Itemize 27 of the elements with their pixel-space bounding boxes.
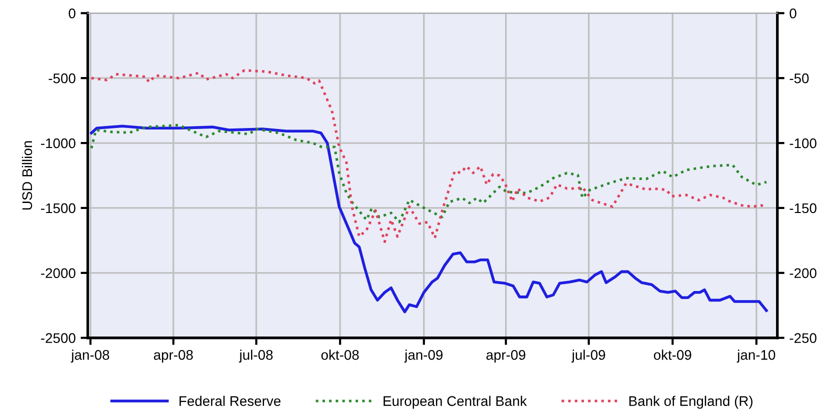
y-tick-label: -2500 (41, 333, 76, 344)
legend-label: Bank of England (R) (629, 396, 752, 409)
x-tick-label: jan-09 (404, 350, 443, 363)
y-tick-label: -2000 (41, 268, 76, 278)
x-tick-label: jan-08 (70, 350, 110, 363)
x-tick-label: jan-10 (736, 350, 776, 363)
x-tick-label: apr-08 (154, 350, 193, 363)
y2-tick-label: -200 (790, 268, 816, 278)
x-tick-label: okt-09 (654, 350, 692, 360)
y2-tick-label: 0 (790, 8, 796, 18)
legend-label: Federal Reserve (180, 396, 280, 406)
y2-tick-label: -150 (790, 203, 816, 214)
y-tick-label: -1500 (41, 203, 76, 214)
line-series (90, 124, 768, 314)
x-tick-label: okt-08 (321, 350, 359, 360)
y-tick-label: -1000 (41, 138, 76, 148)
x-tick-label: apr-09 (486, 350, 526, 363)
y-tick-label: -500 (48, 73, 76, 84)
y-axis-title: USD Billion (22, 141, 32, 210)
x-tick-label: jul-09 (571, 350, 606, 363)
y-tick-label: 0 (68, 8, 76, 18)
y2-tick-label: -50 (790, 73, 809, 84)
x-tick-label: jul-08 (238, 350, 273, 363)
line-series (90, 124, 768, 224)
y2-tick-label: -250 (790, 333, 816, 344)
legend-label: European Central Bank (384, 396, 527, 409)
y2-tick-label: -100 (790, 138, 816, 148)
